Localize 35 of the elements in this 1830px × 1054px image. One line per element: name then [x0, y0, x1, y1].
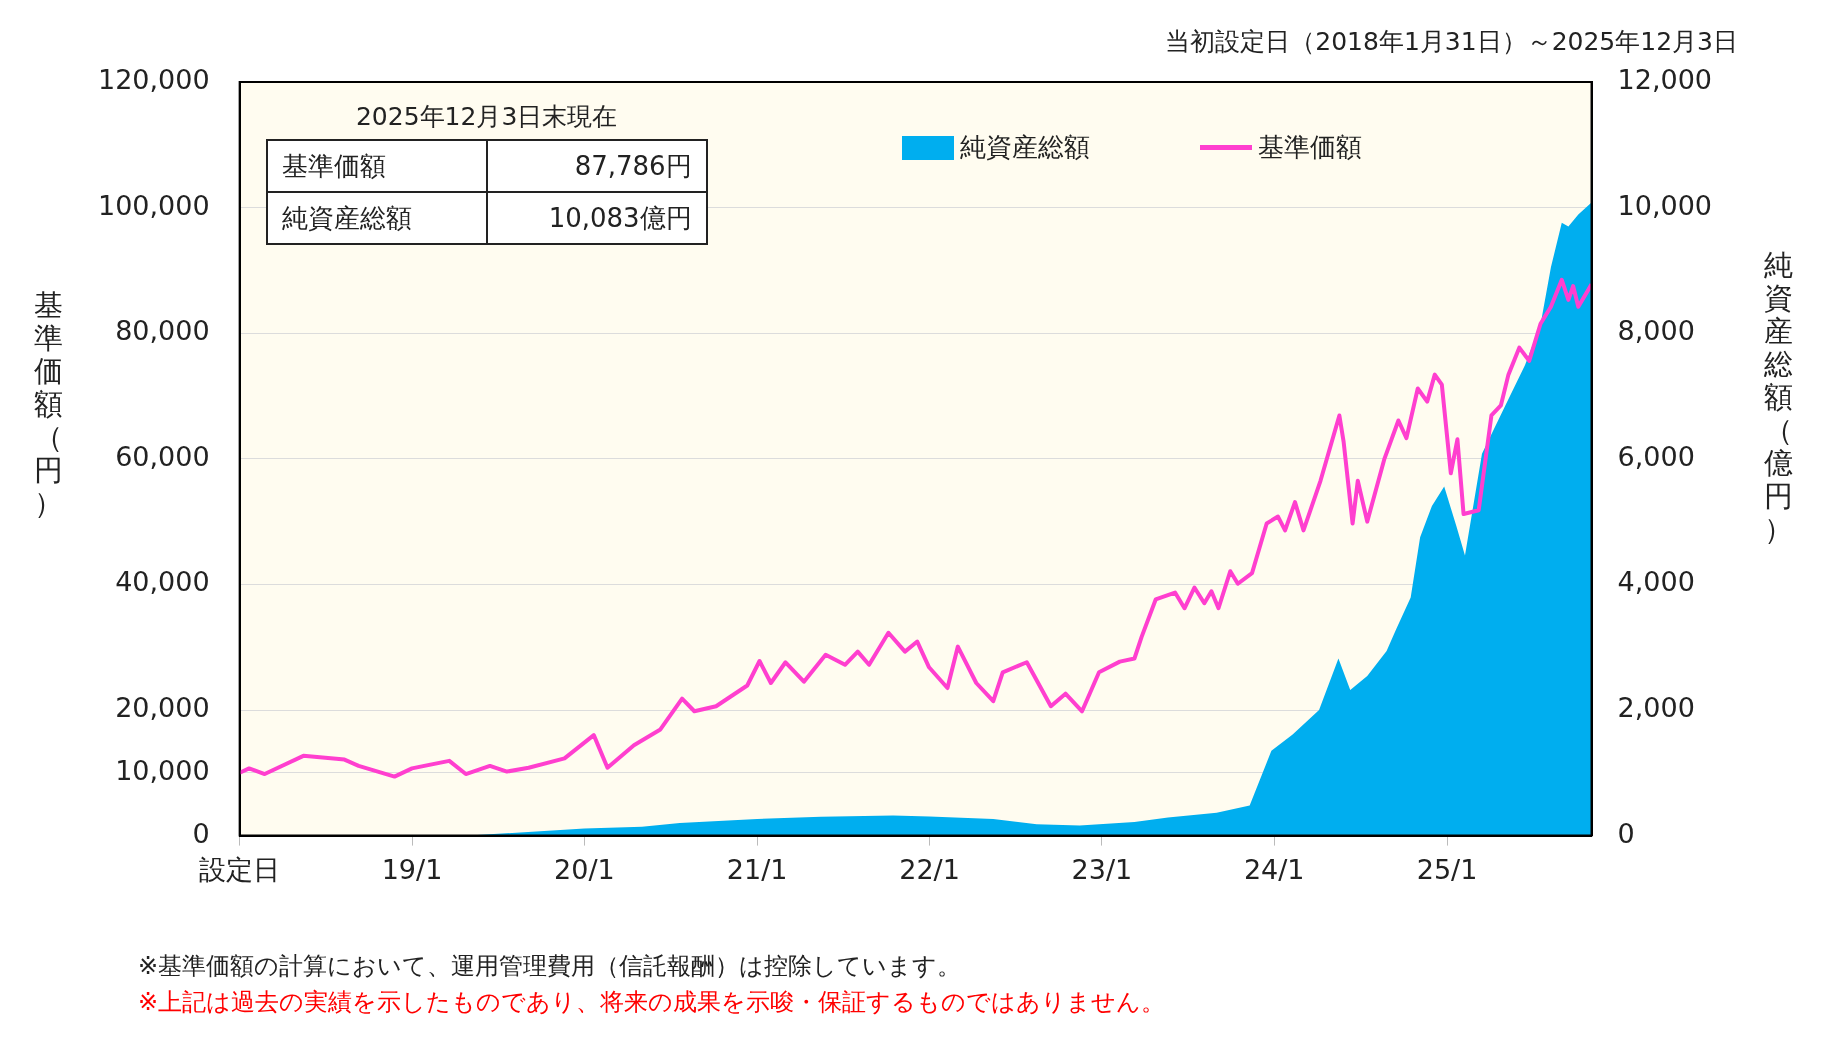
chart-title: 当初設定日（2018年1月31日）～2025年12月3日	[1165, 26, 1738, 56]
text: ※上記は過去の実績を示したものであり、将来の成果を示唆・保証するものではありません。	[138, 987, 1167, 1018]
y-tick-label: 100,000	[98, 189, 210, 221]
annotation: 2025年12月3日末現在	[354, 101, 619, 133]
text: ※基準価額の計算において、運用管理費用（信託報酬）は控除しています。	[138, 951, 963, 982]
x-tick-label: 24/1	[1243, 853, 1305, 885]
y-tick-label: 120,000	[98, 64, 210, 96]
annotation: 10,083億円	[486, 192, 707, 244]
annotation: 87,786円	[486, 140, 707, 192]
y2-tick-label: 4,000	[1617, 566, 1695, 598]
x-tick-label: 設定日	[199, 853, 281, 885]
y-tick-label: 20,000	[115, 692, 210, 724]
y2-tick-label: 0	[1617, 817, 1635, 849]
y2-tick-label: 12,000	[1617, 64, 1713, 96]
y-axis-title: 基準価額（円）	[32, 287, 64, 520]
annotation: 基準価額	[266, 140, 487, 192]
y-tick-label: 60,000	[115, 440, 210, 472]
x-tick-label: 23/1	[1071, 853, 1133, 885]
x-tick-label: 25/1	[1416, 853, 1478, 885]
x-tick-label: 21/1	[726, 853, 788, 885]
y-tick-label: 80,000	[115, 315, 210, 347]
y2-tick-label: 2,000	[1617, 692, 1695, 724]
y2-tick-label: 6,000	[1617, 440, 1695, 472]
y-tick-label: 10,000	[115, 754, 210, 786]
annotation: 純資産総額	[266, 192, 487, 244]
y-tick-label: 40,000	[115, 566, 210, 598]
y2-tick-label: 10,000	[1617, 189, 1713, 221]
text: 純資産総額（億円）	[1763, 247, 1793, 546]
x-tick-label: 22/1	[899, 853, 960, 885]
y-tick-label: 0	[192, 817, 210, 849]
x-tick-label: 20/1	[554, 853, 615, 885]
legend-label: 基準価額	[1258, 131, 1363, 164]
x-tick-label: 19/1	[381, 853, 443, 885]
legend-label: 純資産総額	[960, 131, 1091, 164]
y2-tick-label: 8,000	[1617, 315, 1695, 347]
